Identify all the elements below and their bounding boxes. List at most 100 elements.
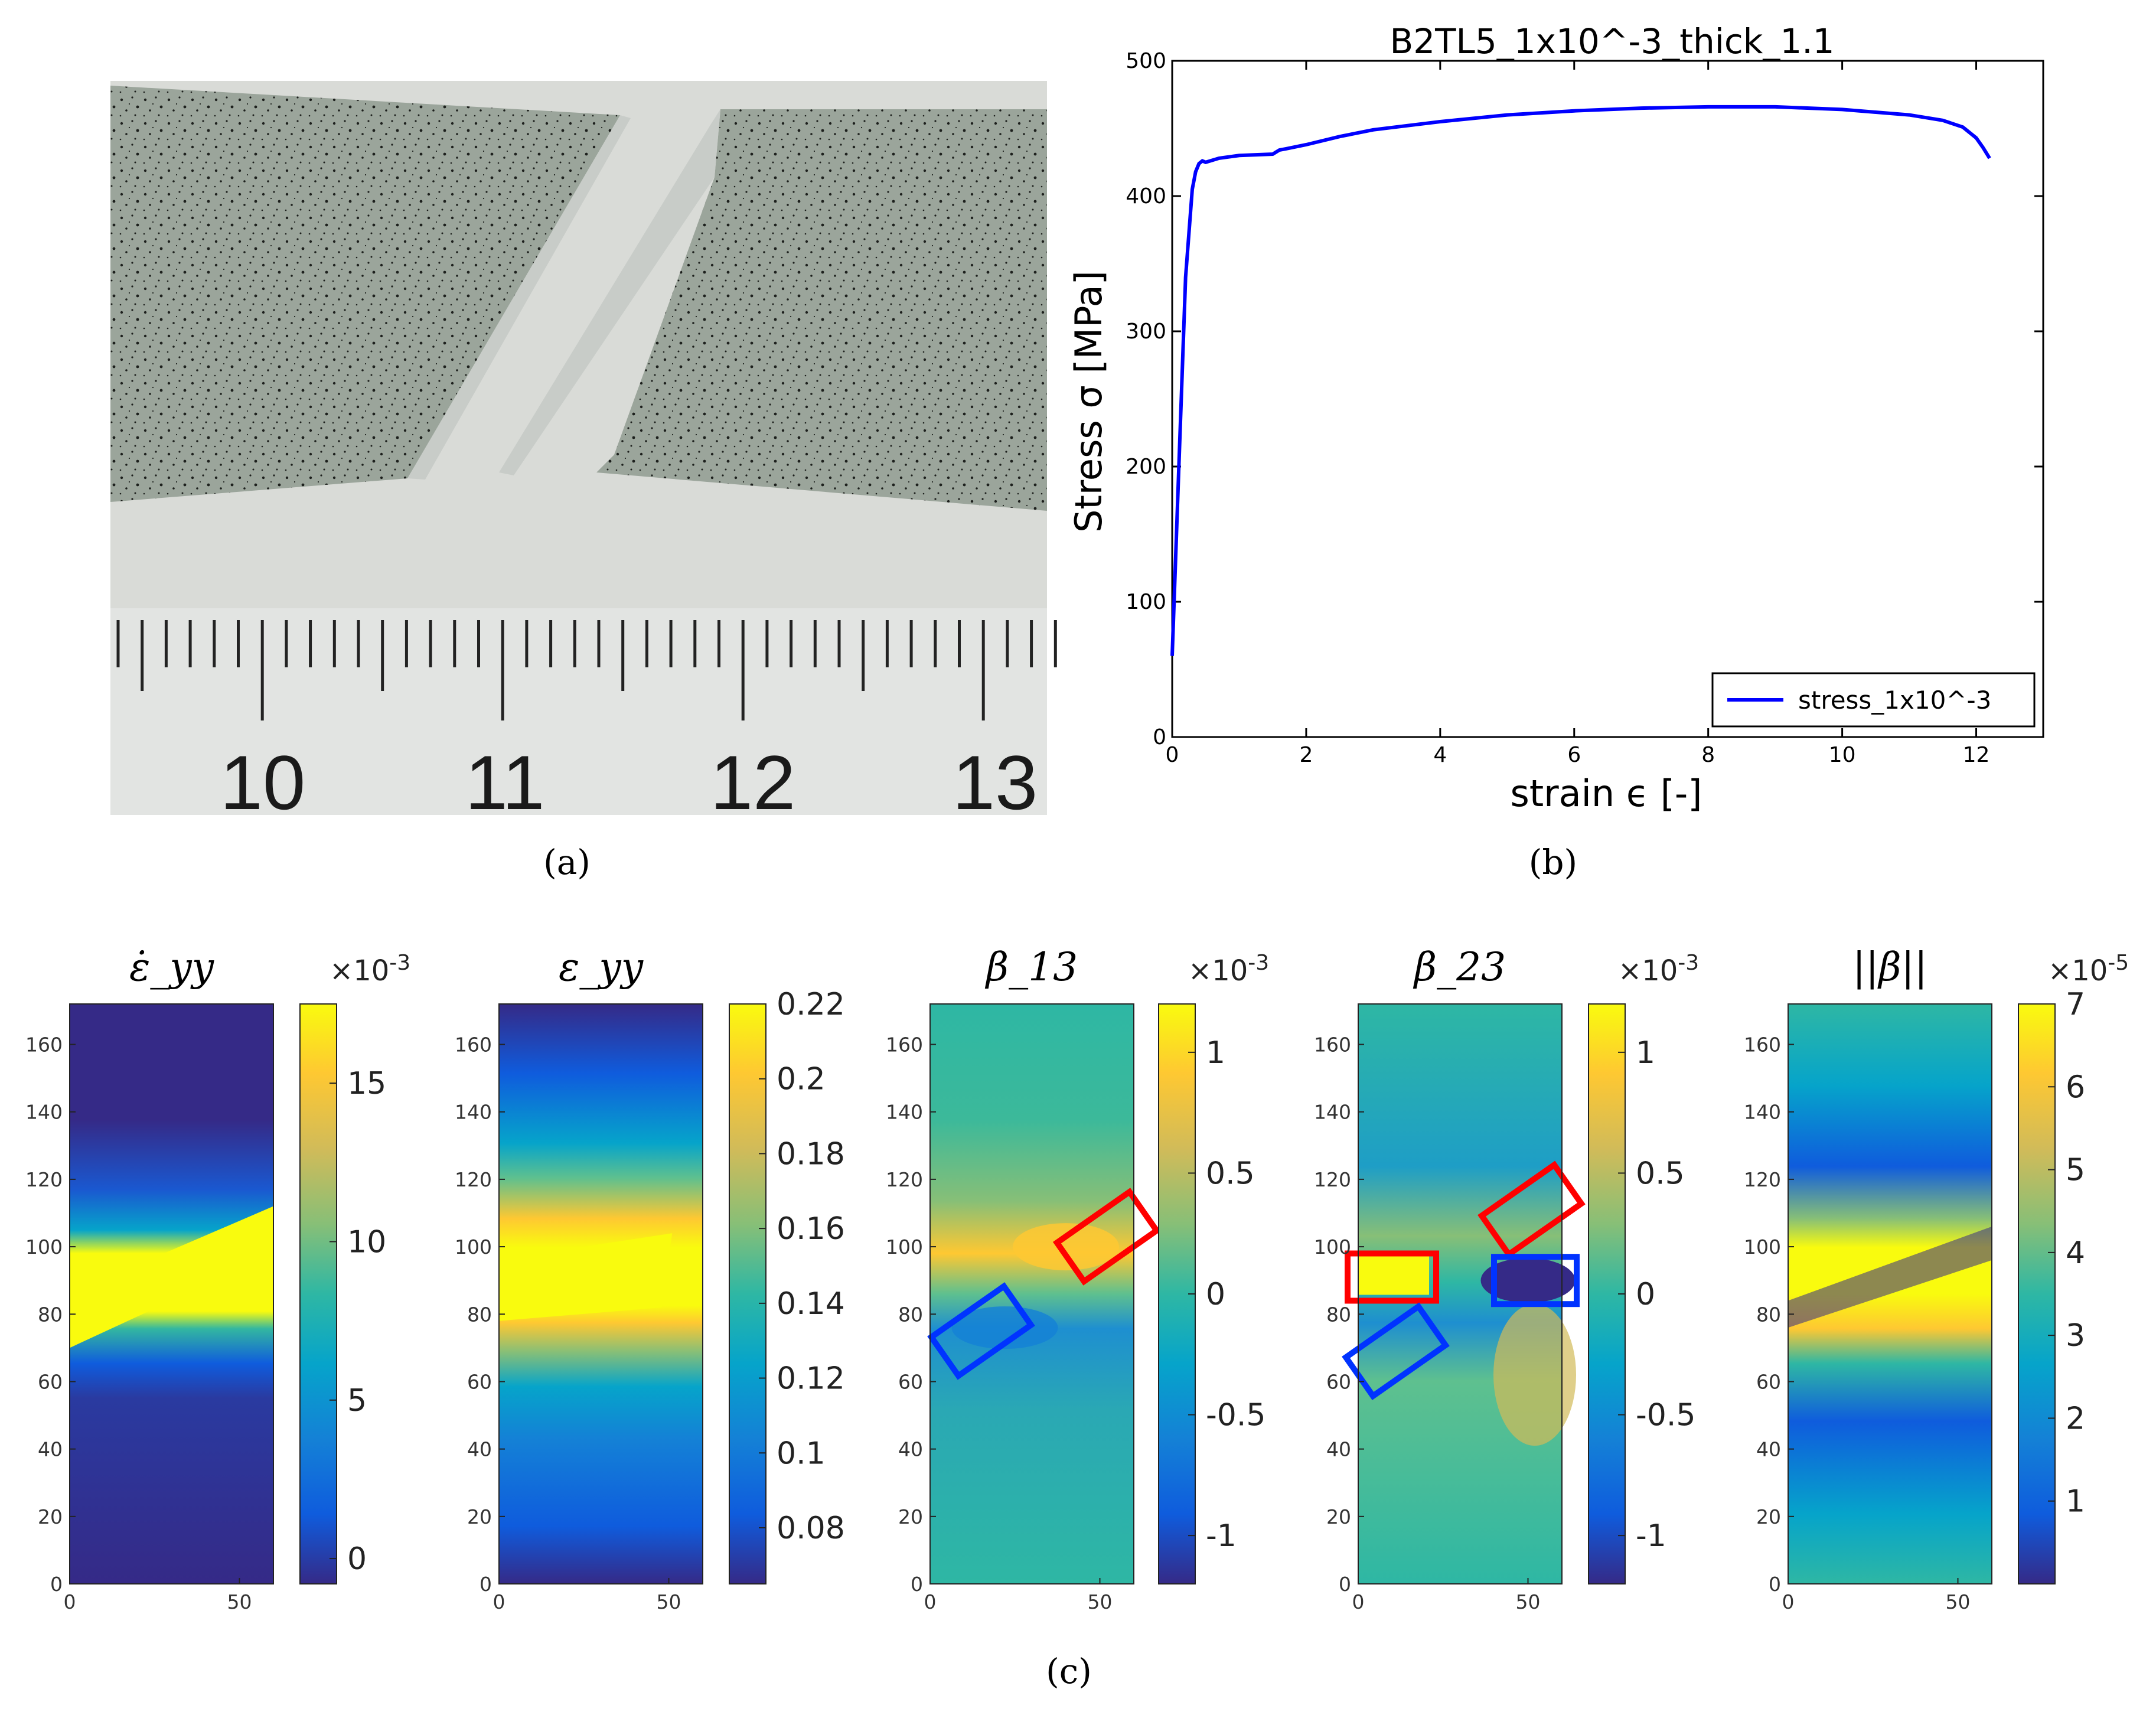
specimen-right-edge: [499, 109, 720, 475]
colorbar-tick-label: 0.2: [777, 1062, 826, 1097]
y-tick-label: 0: [480, 1573, 492, 1596]
y-tick-label: 140: [1314, 1101, 1351, 1124]
map-title: ||β||: [1852, 944, 1927, 990]
caption-a: (a): [543, 842, 591, 882]
legend-label: stress_1x10^-3: [1798, 686, 1991, 715]
y-tick-label: 0: [1153, 725, 1166, 749]
y-tick-label: 140: [455, 1101, 492, 1124]
colorbar-tick-label: 6: [2066, 1070, 2085, 1105]
stress-strain-chart: B2TL5_1x10^-3_thick_1.1 0 2 4 6 8 10 12 0 100 200…: [1067, 21, 2044, 815]
y-tick-label: 0: [911, 1573, 923, 1596]
specimen-photo: 10 11 12 13: [110, 81, 1057, 826]
colorbar-tick-label: 3: [2066, 1318, 2085, 1354]
region-box-blue: [1342, 1302, 1450, 1400]
x-tick-label: 0: [924, 1590, 937, 1613]
y-tick-label: 200: [1126, 455, 1166, 479]
map-title: ε̇_yy: [129, 944, 214, 990]
y-tick-label: 60: [38, 1370, 63, 1393]
map-frame: [498, 1003, 703, 1584]
y-tick-label: 120: [455, 1168, 492, 1191]
y-tick-label: 40: [467, 1438, 492, 1461]
colorbar-tick-label: 4: [2066, 1235, 2085, 1271]
colorbar-tick-label: 1: [1636, 1035, 1655, 1071]
x-axis-label: strain ϵ [-]: [1511, 772, 1702, 815]
positive-lobe-lower: [1493, 1304, 1576, 1446]
y-tick-label: 60: [1326, 1370, 1351, 1393]
colorbar-tick-label: 0.18: [777, 1136, 845, 1172]
x-tick-label: 6: [1567, 743, 1581, 767]
x-tick-label: 0: [1782, 1590, 1795, 1613]
colorbar-tick-label: 0.16: [777, 1211, 845, 1247]
y-tick-label: 160: [1744, 1033, 1781, 1057]
y-tick-label: 120: [25, 1168, 63, 1191]
map-title: ε_yy: [559, 944, 644, 990]
beta13-map: β_13 0 20 40 60 80 100 120 140 160 0 50 -1 -0.5 0 0.5 1 ×…: [886, 944, 1269, 1613]
y-tick-label: 40: [1326, 1438, 1351, 1461]
region-box-blue: [927, 1282, 1035, 1380]
caption-b: (b): [1529, 842, 1577, 882]
x-tick-label: 50: [1516, 1590, 1541, 1613]
region-box-red: [1345, 1250, 1439, 1304]
map-field: [930, 1004, 1134, 1584]
y-tick-label: 60: [898, 1370, 923, 1393]
specimen-right: [596, 109, 1047, 511]
ruler-ticks: [116, 620, 1057, 720]
x-tick-label: 4: [1433, 743, 1447, 767]
y-tick-label: 120: [1314, 1168, 1351, 1191]
y-tick-label: 100: [455, 1235, 492, 1258]
positive-lobe: [1358, 1253, 1429, 1295]
ruler-number-10: 10: [220, 739, 306, 826]
colorbar-tick-label: -1: [1206, 1518, 1237, 1554]
colorbar-tick-label: 2: [2066, 1401, 2085, 1436]
y-tick-label: 140: [886, 1101, 923, 1124]
colorbar-exponent: ×10-3: [330, 951, 410, 987]
y-tick-label: 20: [38, 1505, 63, 1528]
stress-curve: [1170, 105, 1991, 656]
x-tick-label: 2: [1299, 743, 1313, 767]
y-tick-label: 140: [1744, 1101, 1781, 1124]
y-tick-label: 40: [898, 1438, 923, 1461]
specimen-left: [110, 86, 620, 502]
positive-lobe: [1013, 1223, 1119, 1271]
colorbar-exponent: ×10-5: [2048, 951, 2129, 987]
colorbar-tick-label: -0.5: [1636, 1398, 1695, 1433]
negative-lobe: [1480, 1258, 1576, 1303]
y-tick-label: 100: [1126, 590, 1166, 614]
legend: stress_1x10^-3: [1711, 672, 2036, 728]
colorbar-tick-label: -0.5: [1206, 1398, 1265, 1433]
epsilon-yy-map: ε_yy 0 20 40 60 80 100 120 140 160 0 50 0.08 0.1 0.12 0…: [455, 944, 845, 1613]
y-tick-label: 0: [50, 1573, 63, 1596]
colorbar-tick-label: 0: [347, 1541, 367, 1577]
colorbar-tick-label: 1: [1206, 1035, 1225, 1071]
ruler-number-12: 12: [710, 739, 796, 826]
ruler: [110, 608, 1047, 815]
y-tick-label: 100: [886, 1235, 923, 1258]
negative-lobe: [951, 1306, 1058, 1349]
x-tick-label: 0: [493, 1590, 505, 1613]
colorbar-tick-label: 5: [2066, 1153, 2085, 1188]
y-tick-label: 0: [1769, 1573, 1781, 1596]
colorbar-tick-label: 0.1: [777, 1436, 826, 1471]
y-tick-label: 120: [1744, 1168, 1781, 1191]
y-tick-label: 160: [25, 1033, 63, 1057]
y-tick-label: 140: [25, 1101, 63, 1124]
y-axis-label: Stress σ [MPa]: [1067, 270, 1110, 533]
y-tick-label: 0: [1339, 1573, 1351, 1596]
colorbar-tick-label: 0.08: [777, 1511, 845, 1546]
map-title: β_13: [984, 944, 1078, 990]
region-box-blue: [1491, 1254, 1580, 1308]
colorbar-tick-label: 0.22: [777, 987, 845, 1022]
y-tick-label: 160: [455, 1033, 492, 1057]
y-tick-label: 60: [1756, 1370, 1781, 1393]
x-tick-label: 0: [1166, 743, 1179, 767]
x-tick-label: 12: [1963, 743, 1990, 767]
map-frame: [1788, 1003, 1992, 1584]
x-tick-label: 10: [1829, 743, 1856, 767]
y-tick-label: 400: [1126, 184, 1166, 208]
y-tick-label: 120: [886, 1168, 923, 1191]
y-tick-label: 100: [25, 1235, 63, 1258]
colorbar-exponent: ×10-3: [1618, 951, 1699, 987]
y-tick-label: 80: [1326, 1303, 1351, 1326]
colorbar-tick-label: 0.5: [1636, 1156, 1685, 1191]
